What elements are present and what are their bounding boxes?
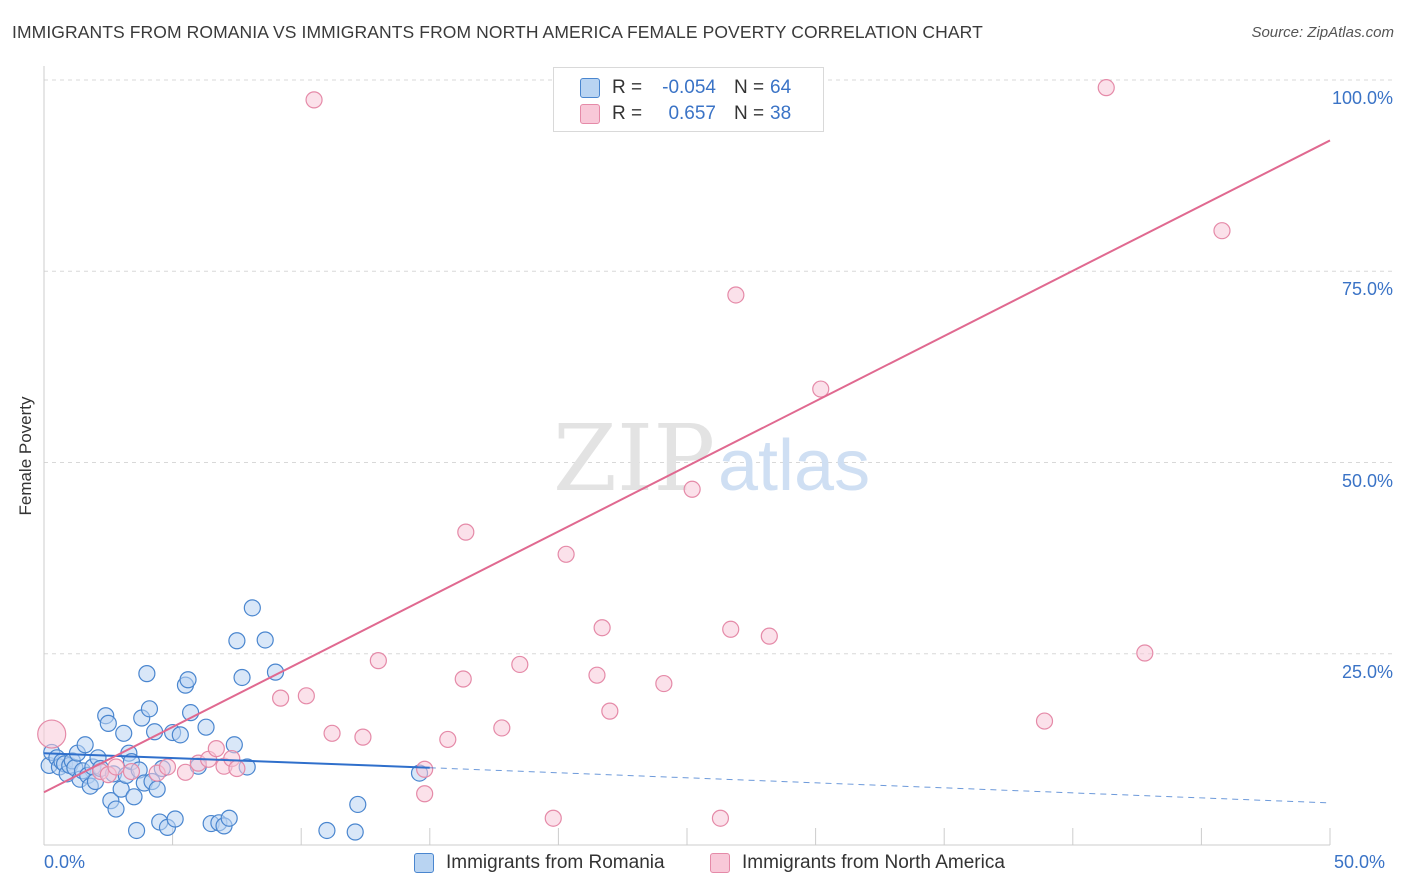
x-tick-label-min: 0.0% [44,852,86,872]
data-point-north-america [1035,712,1054,730]
legend-swatch-north-america [580,104,600,124]
data-point-romania [127,821,146,840]
bottom-legend-north-america: Immigrants from North America [710,852,1005,874]
data-point-romania [233,668,251,687]
data-point-north-america [655,674,673,693]
data-point-romania [228,632,246,650]
data-point-north-america [557,545,575,563]
data-point-north-america [305,91,323,109]
data-point-romania [179,671,197,689]
legend-row-romania: R = -0.054 N = 64 [580,76,791,100]
data-point-romania [99,714,117,732]
data-point-north-america [711,809,730,827]
bottom-legend-swatch-romania [414,853,434,873]
watermark: ZIP atlas [553,405,870,512]
data-point-north-america [588,666,606,684]
data-point-north-america [272,689,290,707]
bottom-legend-label-north-america: Immigrants from North America [742,852,1005,873]
data-point-north-america [228,759,246,778]
data-point-romania [243,599,261,617]
data-point-north-america [493,719,511,737]
y-axis-label: Female Poverty [16,396,35,516]
data-point-romania [148,780,166,798]
data-point-romania [125,788,143,806]
data-point-north-america [760,627,778,645]
data-point-north-america [158,758,177,776]
data-point-romania [349,795,367,814]
data-point-romania [138,665,156,683]
data-point-north-america [812,380,830,398]
y-tick-label: 25.0% [1341,661,1393,682]
legend-row-north-america: R = 0.657 N = 38 [580,102,791,126]
data-point-romania [220,809,238,827]
bottom-legend-label-romania: Immigrants from Romania [446,852,665,873]
data-point-romania [197,718,215,736]
data-point-romania [115,724,133,742]
data-point-north-america [722,620,740,638]
data-point-north-america [1097,79,1115,97]
trend-line-romania-extrapolated [429,767,1331,804]
data-point-north-america [454,670,472,688]
legend-n-label: N = [734,77,765,98]
data-point-north-america [37,719,67,749]
data-point-north-america [207,740,225,758]
data-point-romania [166,810,184,828]
data-point-north-america [369,652,387,670]
data-point-north-america [416,785,434,803]
data-point-north-america [354,728,372,746]
data-point-romania [76,736,94,754]
trend-line-romania [43,752,430,769]
legend-r-value: 0.657 [668,103,716,124]
data-point-north-america [457,523,475,541]
legend-n-label: N = [734,103,765,124]
legend-r-label: R = [612,77,643,98]
data-point-north-america [511,655,529,674]
data-point-north-america [323,724,341,742]
series-romania [40,599,429,841]
y-tick-label: 100.0% [1331,88,1393,108]
legend-n-value: 64 [770,77,792,98]
y-tick-label: 50.0% [1341,470,1393,491]
data-point-north-america [544,809,562,827]
correlation-legend: R = -0.054 N = 64 R = 0.657 N = 38 [553,67,824,132]
legend-n-value: 38 [770,103,792,124]
bottom-legend-swatch-north-america [710,853,730,873]
data-point-north-america [1136,644,1154,662]
bottom-legend-romania: Immigrants from Romania [414,852,665,874]
legend-r-label: R = [612,103,643,124]
trend-line-north-america [43,139,1331,794]
data-point-north-america [1213,222,1231,240]
legend-r-value: -0.054 [662,77,716,98]
data-point-north-america [107,758,125,776]
axes [43,66,1331,846]
watermark-atlas: atlas [718,426,870,506]
data-point-north-america [297,687,315,705]
data-point-north-america [601,702,619,720]
legend-swatch-romania [580,78,600,98]
data-point-romania [145,723,164,741]
data-point-north-america [683,480,701,498]
chart-title: IMMIGRANTS FROM ROMANIA VS IMMIGRANTS FR… [12,22,983,42]
data-point-romania [256,631,274,649]
x-tick-label-max: 50.0% [1334,852,1386,872]
data-point-romania [346,823,364,841]
data-point-romania [318,821,336,840]
data-point-north-america [176,763,195,781]
series-north-america [37,79,1231,827]
data-point-north-america [122,762,141,781]
data-point-north-america [593,619,611,637]
data-point-romania [107,800,125,818]
data-point-north-america [727,286,745,304]
data-point-romania [171,726,189,744]
y-tick-label: 75.0% [1341,279,1393,300]
gridlines [44,79,1392,655]
data-point-romania [140,700,159,718]
trend-lines [43,139,1331,804]
data-point-north-america [439,730,457,749]
data-point-north-america [416,760,434,778]
source-label: Source: ZipAtlas.com [1251,24,1394,41]
